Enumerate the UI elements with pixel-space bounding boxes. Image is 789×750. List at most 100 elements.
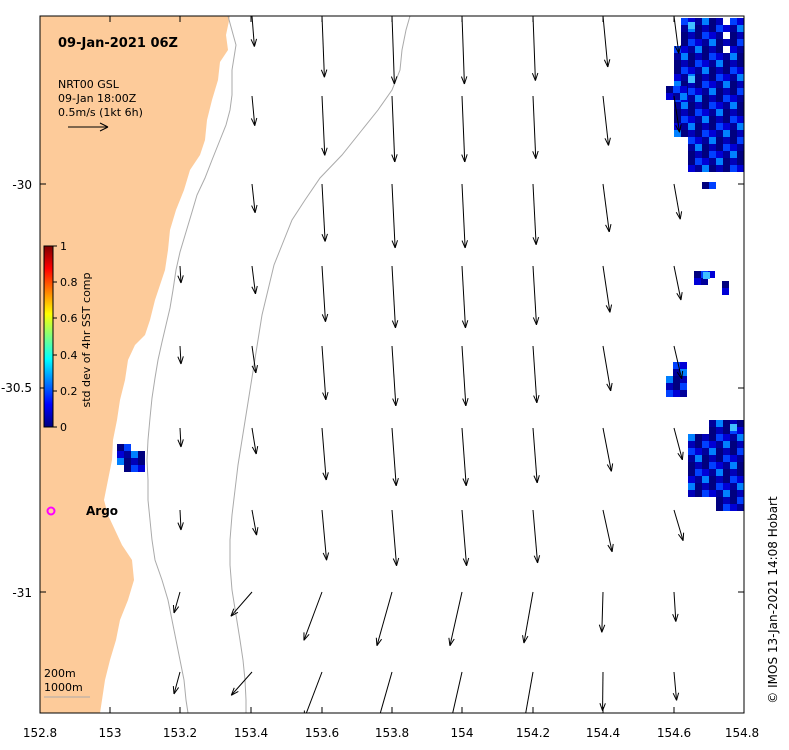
sst-cell [702, 18, 709, 25]
current-vector-stroke [321, 233, 326, 242]
current-vector-stroke [324, 147, 328, 156]
current-vector [251, 427, 259, 455]
current-vector-stroke [324, 233, 328, 242]
current-vector-stroke [461, 509, 468, 566]
sst-cell [730, 95, 737, 102]
current-vector [303, 671, 323, 713]
current-vector-stroke [462, 558, 468, 566]
sst-cell [737, 165, 744, 172]
sst-cell [695, 441, 702, 448]
sst-cell [730, 130, 737, 137]
depth-label-1000m: 1000m [44, 681, 83, 694]
argo-float-marker [46, 506, 56, 516]
current-vector-stroke [173, 591, 181, 614]
current-vector-stroke [532, 317, 537, 325]
sst-cell [709, 109, 716, 116]
current-vector-stroke [392, 398, 397, 407]
sst-cell [695, 476, 702, 483]
x-tick-label: 153 [99, 726, 122, 740]
current-vector-stroke [605, 305, 611, 313]
current-vector-stroke [465, 477, 469, 486]
sst-cell [730, 151, 737, 158]
sst-cell [737, 158, 744, 165]
current-vector-stroke [673, 95, 681, 133]
current-vector [391, 427, 399, 487]
current-vector [532, 183, 539, 245]
sst-cell [730, 81, 737, 88]
current-vector-stroke [323, 69, 328, 78]
sst-cell [688, 462, 695, 469]
current-vector-stroke [377, 717, 382, 723]
current-vector-stroke [607, 544, 613, 553]
sst-cell [709, 60, 716, 67]
sst-cell [674, 81, 681, 88]
sst-cell [666, 93, 673, 100]
current-vector-stroke [611, 543, 614, 552]
current-vector-stroke [602, 509, 613, 552]
sst-cell [681, 39, 688, 46]
sst-cell [674, 67, 681, 74]
sst-cell [737, 469, 744, 476]
sst-cell [723, 144, 730, 151]
current-vector-stroke [254, 204, 258, 213]
sst-cell [730, 476, 737, 483]
sst-cell [702, 67, 709, 74]
current-vector-stroke [172, 685, 175, 695]
sst-cell [702, 441, 709, 448]
sst-cell [716, 137, 723, 144]
current-vector-stroke [602, 427, 612, 472]
current-vector [673, 16, 682, 54]
current-vector-stroke [681, 370, 684, 379]
sst-cell [702, 123, 709, 130]
sst-cell [723, 39, 730, 46]
current-vector-stroke [673, 183, 681, 220]
sst-cell [708, 271, 715, 278]
sst-cell [688, 165, 695, 172]
sst-cell [737, 434, 744, 441]
sst-cell [723, 74, 730, 81]
current-vector-stroke [466, 557, 470, 566]
sst-cell [716, 32, 723, 39]
sst-cell [681, 67, 688, 74]
current-vector [250, 16, 258, 47]
argo-label: Argo [86, 504, 118, 518]
sst-cell [716, 95, 723, 102]
sst-cell [702, 102, 709, 109]
current-vector-stroke [675, 211, 681, 220]
current-vector [522, 591, 534, 644]
sst-cell [688, 448, 695, 455]
current-vector-stroke [676, 692, 680, 701]
sst-cell [737, 448, 744, 455]
sst-cell [709, 18, 716, 25]
sst-cell [716, 88, 723, 95]
current-vector-stroke [251, 345, 257, 373]
current-vector [177, 427, 184, 448]
current-vector-stroke [536, 316, 540, 325]
current-vector-stroke [325, 313, 329, 322]
current-vector-stroke [532, 151, 537, 159]
current-vector-stroke [675, 125, 680, 133]
current-vector-stroke [231, 691, 239, 696]
x-tick-label: 154 [451, 726, 474, 740]
sst-cell [716, 441, 723, 448]
sst-cell [138, 458, 145, 465]
current-vector-stroke [325, 472, 329, 481]
current-vector [461, 183, 468, 249]
current-vector-stroke [396, 557, 400, 566]
current-vector [391, 183, 398, 249]
sst-cell [673, 86, 680, 93]
sst-cell [702, 60, 709, 67]
sst-cell [716, 455, 723, 462]
current-vector-stroke [177, 522, 182, 531]
sst-cell [716, 165, 723, 172]
sst-cell [723, 116, 730, 123]
current-vector-stroke [180, 356, 184, 365]
current-vector-stroke [464, 154, 468, 163]
current-vector-stroke [681, 451, 684, 460]
current-vector-stroke [601, 624, 606, 633]
x-tick-label: 154.4 [586, 726, 620, 740]
sst-cell [695, 95, 702, 102]
current-vector [321, 183, 328, 242]
sst-cell [674, 46, 681, 53]
current-vector [461, 345, 469, 407]
